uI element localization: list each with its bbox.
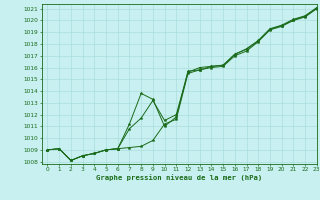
X-axis label: Graphe pression niveau de la mer (hPa): Graphe pression niveau de la mer (hPa) — [96, 174, 262, 181]
